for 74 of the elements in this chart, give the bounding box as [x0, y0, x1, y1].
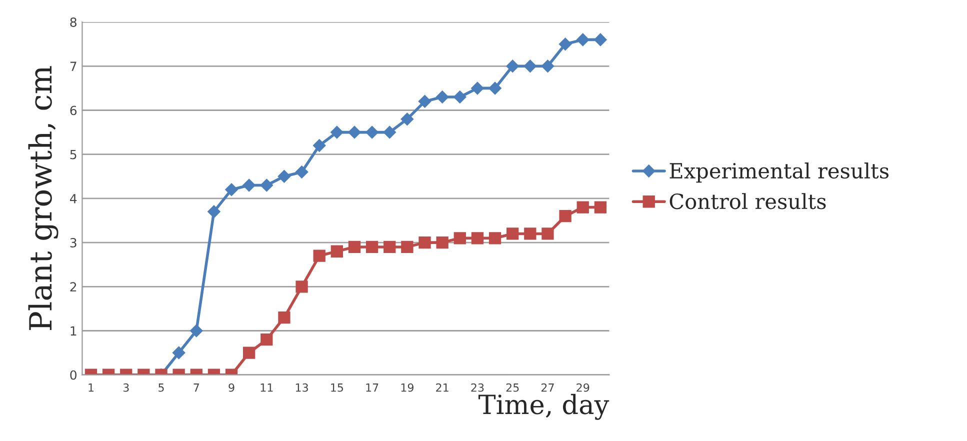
point	[366, 240, 378, 254]
point	[384, 240, 396, 254]
point	[366, 126, 378, 139]
y-tick-label: 1	[70, 326, 76, 336]
y-tick-label: 4	[70, 194, 77, 204]
x-tick-label: 13	[296, 383, 308, 392]
point	[576, 33, 590, 46]
point	[312, 139, 326, 152]
point	[243, 346, 256, 359]
x-tick-label: 23	[471, 383, 484, 392]
y-tick-label: 8	[70, 18, 76, 27]
x-tick-label: 11	[260, 384, 273, 392]
y-tick-label: 3	[70, 238, 76, 248]
point	[576, 201, 589, 214]
point	[594, 201, 606, 214]
point	[172, 346, 186, 360]
legend-label: Control results	[670, 193, 826, 210]
x-tick-label: 21	[436, 383, 448, 392]
point	[401, 240, 414, 254]
point	[541, 60, 554, 73]
point	[242, 178, 256, 192]
point	[542, 228, 554, 240]
point	[348, 240, 361, 254]
point	[330, 245, 343, 258]
point	[418, 95, 432, 108]
point	[506, 228, 519, 240]
point	[454, 232, 466, 244]
point	[471, 232, 484, 244]
point	[330, 126, 344, 139]
point	[558, 38, 572, 51]
point	[208, 205, 220, 218]
point	[260, 178, 274, 192]
point	[506, 60, 520, 73]
x-tick-label: 29	[576, 383, 590, 392]
point	[436, 90, 449, 104]
x-tick-label: 5	[158, 384, 164, 392]
point	[260, 333, 273, 346]
point	[278, 311, 290, 324]
x-tick-label: 3	[123, 383, 129, 392]
x-tick-label: 15	[331, 384, 344, 392]
x-tick-label: 1	[88, 384, 94, 392]
x-tick-label: 27	[541, 383, 554, 392]
x-tick-label: 19	[401, 383, 414, 392]
point	[488, 232, 502, 244]
point	[383, 126, 396, 139]
point	[471, 82, 484, 95]
y-tick-label: 7	[70, 62, 76, 71]
point	[524, 228, 536, 240]
y-tick-label: 2	[70, 282, 76, 292]
point	[295, 166, 308, 178]
point	[348, 126, 361, 139]
point	[436, 236, 448, 249]
point	[225, 183, 238, 196]
y-tick-label: 6	[70, 106, 77, 116]
point	[453, 90, 466, 104]
x-tick-label: 7	[194, 384, 199, 392]
point	[190, 324, 203, 338]
point	[278, 170, 291, 183]
x-tick-label: 9	[228, 383, 234, 392]
legend-label: Experimental results	[670, 162, 889, 183]
x-axis-title: Time, day	[478, 394, 610, 420]
point	[400, 112, 414, 126]
y-tick-label: 0	[70, 370, 77, 380]
point	[594, 33, 607, 46]
point	[559, 210, 572, 222]
point	[418, 236, 431, 249]
point	[313, 250, 326, 262]
y-axis-title: Plant growth, cm	[28, 66, 58, 330]
point	[296, 280, 308, 293]
y-tick-label: 5	[70, 150, 76, 160]
x-tick-label: 17	[366, 384, 378, 392]
x-tick-label: 25	[506, 383, 519, 392]
point	[524, 60, 537, 73]
point	[488, 82, 502, 95]
